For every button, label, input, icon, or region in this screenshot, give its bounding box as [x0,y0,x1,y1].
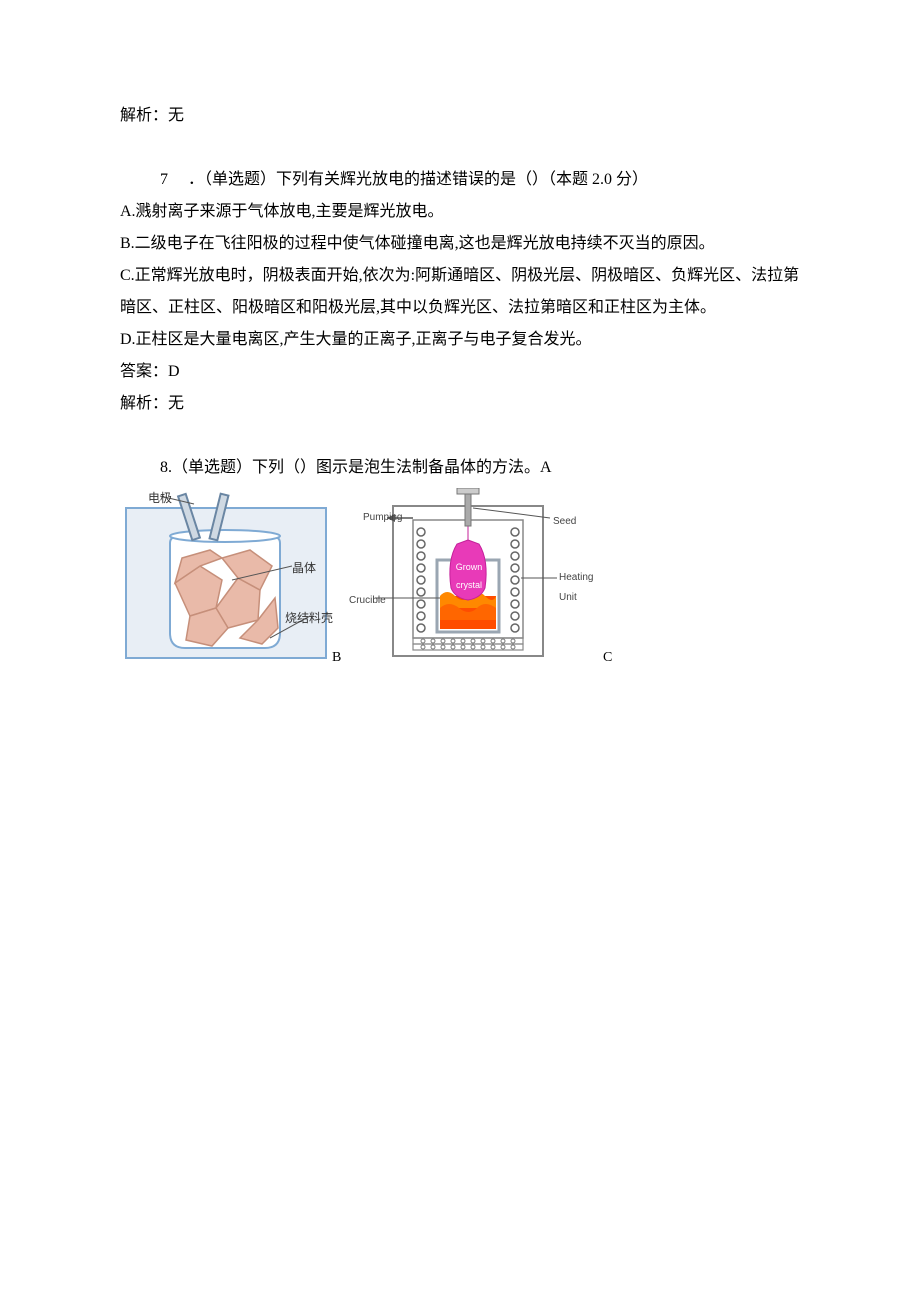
label-crucible: Crucible [349,591,386,611]
q8-type: （单选题） [172,459,252,476]
label-pumping: Pumping [363,508,402,528]
q8-stem: 下列（）图示是泡生法制备晶体的方法。A [252,459,552,476]
label-electrode: 电极 [148,486,172,510]
q8-number: 8. [160,459,172,476]
q7-stem-line: 7 ．（单选题）下列有关辉光放电的描述错误的是（）（本题 2.0 分） [120,164,800,196]
q8-figure-b: Pumping Seed Crucible Heating Unit Grown… [345,488,625,663]
analysis-label: 解析： [120,107,168,124]
q7-option-a: A.溅射离子来源于气体放电,主要是辉光放电。 [120,196,800,228]
q7-option-d: D.正柱区是大量电离区,产生大量的正离子,正离子与电子复合发光。 [120,324,800,356]
q7-number: 7 [160,164,184,196]
q6-analysis-line: 解析：无 [120,100,800,132]
spacer [120,132,800,164]
q7-answer-line: 答案：D [120,356,800,388]
analysis-value: 无 [168,395,184,412]
q8-figure-row: 电极 晶体 烧结料壳 B [120,488,800,663]
q7-option-c: C.正常辉光放电时，阴极表面开始,依次为:阿斯通暗区、阴极光层、阴极暗区、负辉光… [120,260,800,324]
q7-stem: 下列有关辉光放电的描述错误的是（）（本题 2.0 分） [276,171,648,188]
label-shell: 烧结料壳 [285,606,333,630]
analysis-label: 解析： [120,395,168,412]
q7-option-b: B.二级电子在飞往阳极的过程中使气体碰撞电离,这也是辉光放电持续不灭当的原因。 [120,228,800,260]
label-heating: Heating Unit [559,568,609,608]
q8-figure-a: 电极 晶体 烧结料壳 B [120,488,345,663]
analysis-value: 无 [168,107,184,124]
q7-type: （单选题） [204,171,276,188]
spacer [120,420,800,452]
q8-stem-line: 8.（单选题）下列（）图示是泡生法制备晶体的方法。A [120,452,800,484]
q7-dot: ． [188,171,204,188]
figure-b-letter: C [603,644,612,672]
q7-analysis-line: 解析：无 [120,388,800,420]
figure-a-letter: B [332,644,341,672]
answer-value: D [168,363,180,380]
label-crystal: 晶体 [292,556,316,580]
answer-label: 答案： [120,363,168,380]
label-seed: Seed [553,512,576,532]
label-grown: Grown crystal [453,558,485,594]
